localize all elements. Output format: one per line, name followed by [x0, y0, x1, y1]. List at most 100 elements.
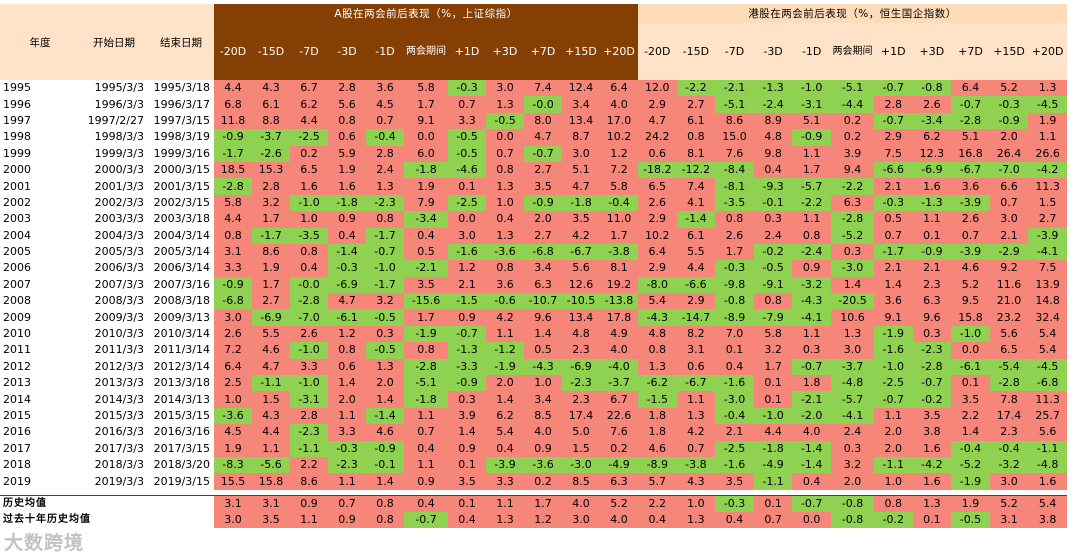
cell-a-7: -0.5	[486, 112, 524, 130]
cell-h-2: -2.1	[715, 80, 754, 97]
cell-start-date: 1999/3/3	[94, 146, 144, 160]
cell-h-4: -3.2	[792, 276, 831, 294]
cell-h-5: 0.2	[830, 129, 874, 146]
cell-h-5: -2.8	[830, 211, 874, 228]
avg-cell-a-6: 0.1	[448, 495, 486, 512]
avg-cell-h-8: -0.5	[951, 511, 990, 528]
cell-h-7: -0.7	[912, 375, 952, 392]
cell-a-2: 6.7	[290, 80, 328, 97]
col-header-h-9: +15D	[989, 23, 1029, 80]
cell-a-6: 3.9	[448, 407, 486, 425]
cell-a-9: 2.3	[562, 342, 600, 359]
col-header-h-5: 两会期间	[830, 23, 874, 80]
cell-a-0: -2.8	[214, 178, 252, 195]
cell-a-10: 0.2	[600, 440, 638, 457]
cell-a-2: -1.1	[290, 440, 328, 457]
cell-h-8: 3.6	[951, 178, 990, 195]
cell-a-5: 3.5	[404, 276, 448, 294]
cell-a-5: 0.7	[404, 424, 448, 441]
cell-a-8: -6.8	[524, 243, 562, 261]
cell-end-date: 2007/3/16	[153, 277, 210, 291]
cell-h-1: 4.4	[676, 260, 716, 277]
cell-h-10: -4.8	[1028, 456, 1067, 474]
cell-h-0: 2.9	[638, 211, 677, 228]
cell-a-1: -3.7	[252, 129, 290, 146]
cell-a-4: 1.4	[366, 473, 404, 490]
cell-h-0: 6.5	[638, 178, 677, 195]
cell-h-7: 1.6	[912, 178, 952, 195]
cell-a-9: 12.6	[562, 276, 600, 294]
cell-a-7: 1.3	[486, 227, 524, 244]
cell-h-7: -0.8	[912, 80, 952, 97]
cell-a-4: 0.3	[366, 325, 404, 343]
two-sessions-performance-table: 年度 开始日期 结束日期 A股在两会前后表现（%，上证综指） 港股在两会前后表现…	[0, 4, 1067, 528]
cell-h-7: 2.3	[912, 276, 952, 294]
col-header-a-0: -20D	[214, 23, 252, 80]
cell-a-9: 5.1	[562, 161, 600, 179]
col-header-h-3: -3D	[753, 23, 793, 80]
cell-a-7: 0.8	[486, 161, 524, 179]
cell-a-10: 7.2	[600, 161, 638, 179]
cell-a-10: 6.7	[600, 391, 638, 408]
cell-a-0: 6.4	[214, 358, 252, 376]
cell-h-0: 4.8	[638, 325, 677, 343]
cell-h-2: -8.9	[715, 309, 754, 326]
cell-a-4: -0.1	[366, 456, 404, 474]
cell-a-2: -3.1	[290, 391, 328, 408]
cell-a-8: 0.9	[524, 440, 562, 457]
cell-a-2: 3.3	[290, 358, 328, 376]
spacer-cell	[0, 489, 1067, 496]
cell-a-3: 1.1	[328, 407, 366, 425]
avg-cell-h-7: 1.3	[912, 495, 952, 512]
table-row: 2013 2013/3/3 2013/3/18 2.5 -1.1 -1.0 1.4 2.0 -5…	[0, 375, 1067, 392]
cell-h-8: -3.9	[951, 194, 990, 212]
cell-year: 2001	[3, 179, 31, 193]
cell-h-5: 1.4	[830, 276, 874, 294]
cell-h-2: -8.1	[715, 178, 754, 195]
cell-h-6: 2.1	[873, 260, 913, 277]
cell-year: 1995	[3, 81, 31, 95]
avg-cell-h-10: 5.4	[1028, 495, 1067, 512]
cell-a-10: 4.0	[600, 342, 638, 359]
cell-end-date: 2009/3/13	[153, 310, 210, 324]
cell-h-8: 0.1	[951, 375, 990, 392]
cell-a-3: 2.0	[328, 391, 366, 408]
cell-year: 2016	[3, 425, 31, 439]
cell-a-0: 3.0	[214, 309, 252, 326]
table-row: 2014 2014/3/3 2014/3/13 1.0 1.5 -3.1 2.0 1.4 -1.…	[0, 391, 1067, 408]
cell-h-9: 0.7	[989, 194, 1029, 212]
cell-a-4: 0.7	[366, 112, 404, 130]
avg-cell-h-6: -0.2	[873, 511, 913, 528]
cell-end-date: 2006/3/14	[153, 261, 210, 275]
cell-h-4: 0.8	[792, 227, 831, 244]
cell-h-6: 2.0	[873, 440, 913, 457]
cell-a-5: -1.9	[404, 325, 448, 343]
cell-a-3: -0.3	[328, 440, 366, 457]
table-row: 2008 2008/3/3 2008/3/18 -6.8 2.7 -2.8 4.7 3.2 -1…	[0, 293, 1067, 310]
avg-cell-a-5: -0.7	[404, 511, 448, 528]
avg-cell-h-7: 0.1	[912, 511, 952, 528]
cell-h-10: -4.1	[1028, 243, 1067, 261]
cell-h-9: -0.9	[989, 112, 1029, 130]
cell-h-2: 2.1	[715, 424, 754, 441]
cell-a-3: -1.4	[328, 243, 366, 261]
cell-h-9: 7.8	[989, 391, 1029, 408]
cell-h-9: 2.3	[989, 424, 1029, 441]
cell-a-8: 8.5	[524, 407, 562, 425]
cell-start-date: 2012/3/3	[94, 359, 144, 373]
cell-a-4: 2.0	[366, 375, 404, 392]
cell-year: 2011	[3, 343, 31, 357]
cell-h-7: 0.3	[912, 325, 952, 343]
cell-a-8: 6.3	[524, 276, 562, 294]
table-row: 2004 2004/3/3 2004/3/14 0.8 -1.7 -3.5 0.4 -1.7 0…	[0, 227, 1067, 244]
cell-h-4: -1.0	[792, 80, 831, 97]
cell-a-10: 8.1	[600, 260, 638, 277]
cell-a-8: -0.0	[524, 96, 562, 113]
cell-a-5: 6.0	[404, 145, 448, 162]
cell-h-0: 4.7	[638, 112, 677, 130]
cell-a-5: 0.5	[404, 243, 448, 261]
cell-a-1: 3.2	[252, 194, 290, 212]
cell-h-10: -3.9	[1028, 227, 1067, 244]
cell-start-date: 2001/3/3	[94, 179, 144, 193]
col-header-a-6: +1D	[448, 23, 486, 80]
